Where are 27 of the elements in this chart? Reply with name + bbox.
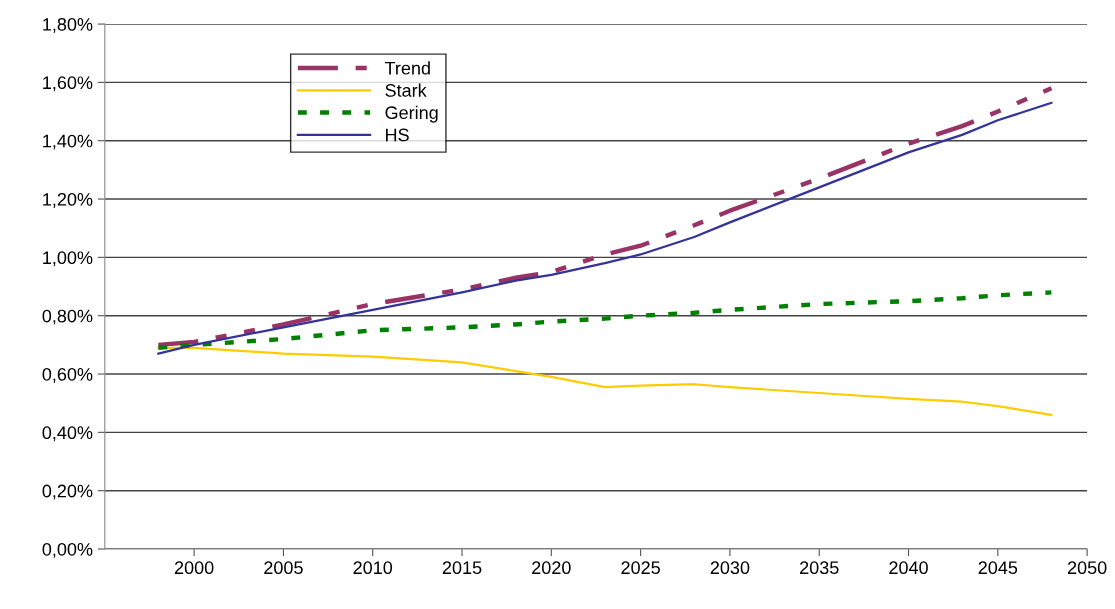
x-tick-label: 2045 xyxy=(978,561,1018,575)
legend-label: Gering xyxy=(385,105,438,123)
y-tick-label: 1,00% xyxy=(43,251,93,267)
x-tick-label: 2020 xyxy=(532,561,571,575)
line-series xyxy=(156,290,1054,350)
legend-label: Trend xyxy=(384,61,430,75)
x-tick-label: 2010 xyxy=(353,561,393,575)
y-tick-label: 1,40% xyxy=(43,134,93,150)
y-tick-label: 1,80% xyxy=(43,17,93,33)
y-tick-label: 0,20% xyxy=(42,484,93,500)
legend-label: HS xyxy=(386,128,409,142)
x-tick-label: 2030 xyxy=(710,561,750,575)
y-tick-label: 0,80% xyxy=(42,309,93,325)
x-tick-label: 2050 xyxy=(1067,561,1107,575)
y-tick-label: 1,20% xyxy=(43,192,93,208)
x-tick-label: 2025 xyxy=(621,561,660,575)
line-series xyxy=(157,346,1053,416)
x-tick-label: 2000 xyxy=(174,561,214,575)
y-tick-label: 0,40% xyxy=(42,426,93,442)
x-tick-label: 2015 xyxy=(442,561,482,575)
y-tick-label: 1,60% xyxy=(43,76,93,92)
x-tick-label: 2040 xyxy=(889,561,928,575)
y-tick-label: 0,00% xyxy=(42,542,93,558)
x-tick-label: 2005 xyxy=(264,561,303,575)
y-tick-label: 0,60% xyxy=(42,367,93,383)
x-tick-label: 2035 xyxy=(800,561,839,575)
legend-label: Stark xyxy=(385,83,427,97)
